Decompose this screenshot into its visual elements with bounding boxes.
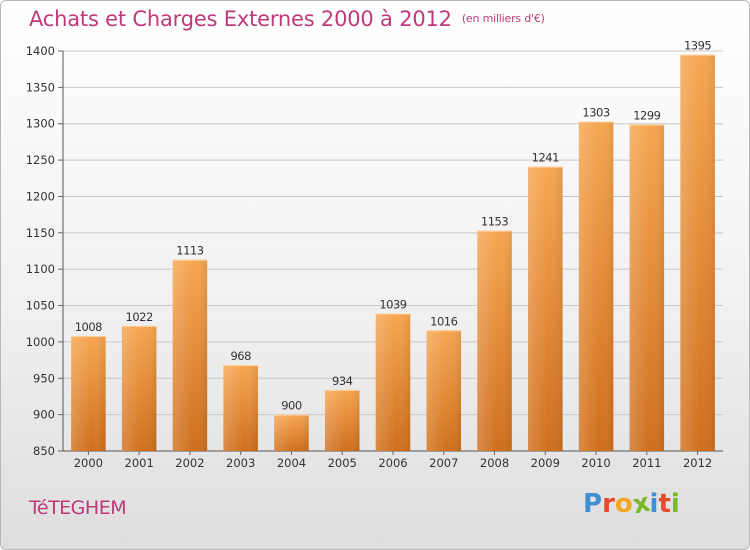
data-labels: 1008 1022 1113 968 900 934 1039 1016 1153 1241 130… bbox=[75, 39, 712, 413]
y-tick-label: 1100 bbox=[26, 262, 55, 276]
x-tick-label: 2006 bbox=[378, 456, 407, 470]
data-label: 934 bbox=[332, 374, 353, 388]
y-tick-label: 1200 bbox=[26, 189, 55, 203]
logo-letter: t bbox=[658, 489, 671, 519]
logo-letter: r bbox=[602, 489, 615, 519]
chart-subtitle: (en milliers d'€) bbox=[461, 12, 545, 25]
bars bbox=[71, 54, 715, 452]
logo-letter: i bbox=[670, 489, 680, 519]
y-tick-label: 1050 bbox=[26, 299, 55, 313]
data-label: 1395 bbox=[684, 39, 711, 53]
data-label: 1016 bbox=[430, 314, 457, 328]
bar-shade bbox=[71, 336, 106, 451]
bar-shade bbox=[680, 54, 715, 452]
data-label: 1241 bbox=[532, 151, 559, 165]
y-tick-label: 1250 bbox=[26, 153, 55, 167]
proxiti-logo: Proxiti bbox=[583, 488, 680, 521]
y-tick-label: 950 bbox=[33, 371, 55, 385]
data-label: 1303 bbox=[582, 106, 609, 120]
bar-shade bbox=[223, 365, 258, 451]
y-tick-label: 1350 bbox=[26, 80, 55, 94]
data-label: 1039 bbox=[379, 298, 406, 312]
data-label: 900 bbox=[281, 399, 302, 413]
logo-letter: P bbox=[583, 489, 603, 519]
x-tick-label: 2008 bbox=[480, 456, 509, 470]
x-tick-label: 2003 bbox=[226, 456, 255, 470]
bar-shade bbox=[375, 313, 411, 451]
bar-shade bbox=[274, 414, 309, 451]
data-label: 1299 bbox=[633, 108, 660, 122]
bar-shade bbox=[528, 166, 563, 452]
x-tick-label: 2001 bbox=[125, 456, 154, 470]
x-tick-label: 2012 bbox=[683, 456, 712, 470]
bar-shade bbox=[578, 121, 614, 451]
y-tick-label: 1300 bbox=[26, 117, 55, 131]
chart-title-text: Achats et Charges Externes 2000 à 2012 bbox=[29, 7, 452, 31]
x-tick-label: 2009 bbox=[531, 456, 560, 470]
bar-shade bbox=[324, 389, 360, 451]
data-label: 1113 bbox=[176, 244, 203, 258]
x-tick-label: 2007 bbox=[429, 456, 458, 470]
logo-letter: o bbox=[614, 489, 633, 519]
x-tick-label: 2000 bbox=[74, 456, 103, 470]
y-tick-label: 1150 bbox=[26, 226, 55, 240]
x-tick-label: 2004 bbox=[277, 456, 306, 470]
y-tick-label: 850 bbox=[33, 444, 55, 458]
bar-shade bbox=[121, 325, 157, 451]
commune-name: TéTEGHEM bbox=[29, 497, 127, 519]
y-tick-label: 1000 bbox=[26, 335, 55, 349]
bar-shade bbox=[426, 330, 462, 451]
x-tick-label: 2002 bbox=[175, 456, 204, 470]
data-label: 1022 bbox=[126, 310, 153, 324]
data-label: 1008 bbox=[75, 320, 102, 334]
data-label: 1153 bbox=[481, 215, 508, 229]
y-tick-label: 1400 bbox=[26, 44, 55, 58]
x-tick-label: 2010 bbox=[581, 456, 610, 470]
chart-title: Achats et Charges Externes 2000 à 2012 (e… bbox=[29, 7, 545, 31]
bar-shade bbox=[172, 259, 208, 451]
data-label: 968 bbox=[230, 349, 251, 363]
y-tick-label: 900 bbox=[33, 408, 55, 422]
x-tick-label: 2005 bbox=[328, 456, 357, 470]
bar-shade bbox=[477, 230, 512, 451]
bar-shade bbox=[629, 124, 665, 452]
x-tick-label: 2011 bbox=[632, 456, 661, 470]
logo-letter: i bbox=[649, 489, 659, 519]
